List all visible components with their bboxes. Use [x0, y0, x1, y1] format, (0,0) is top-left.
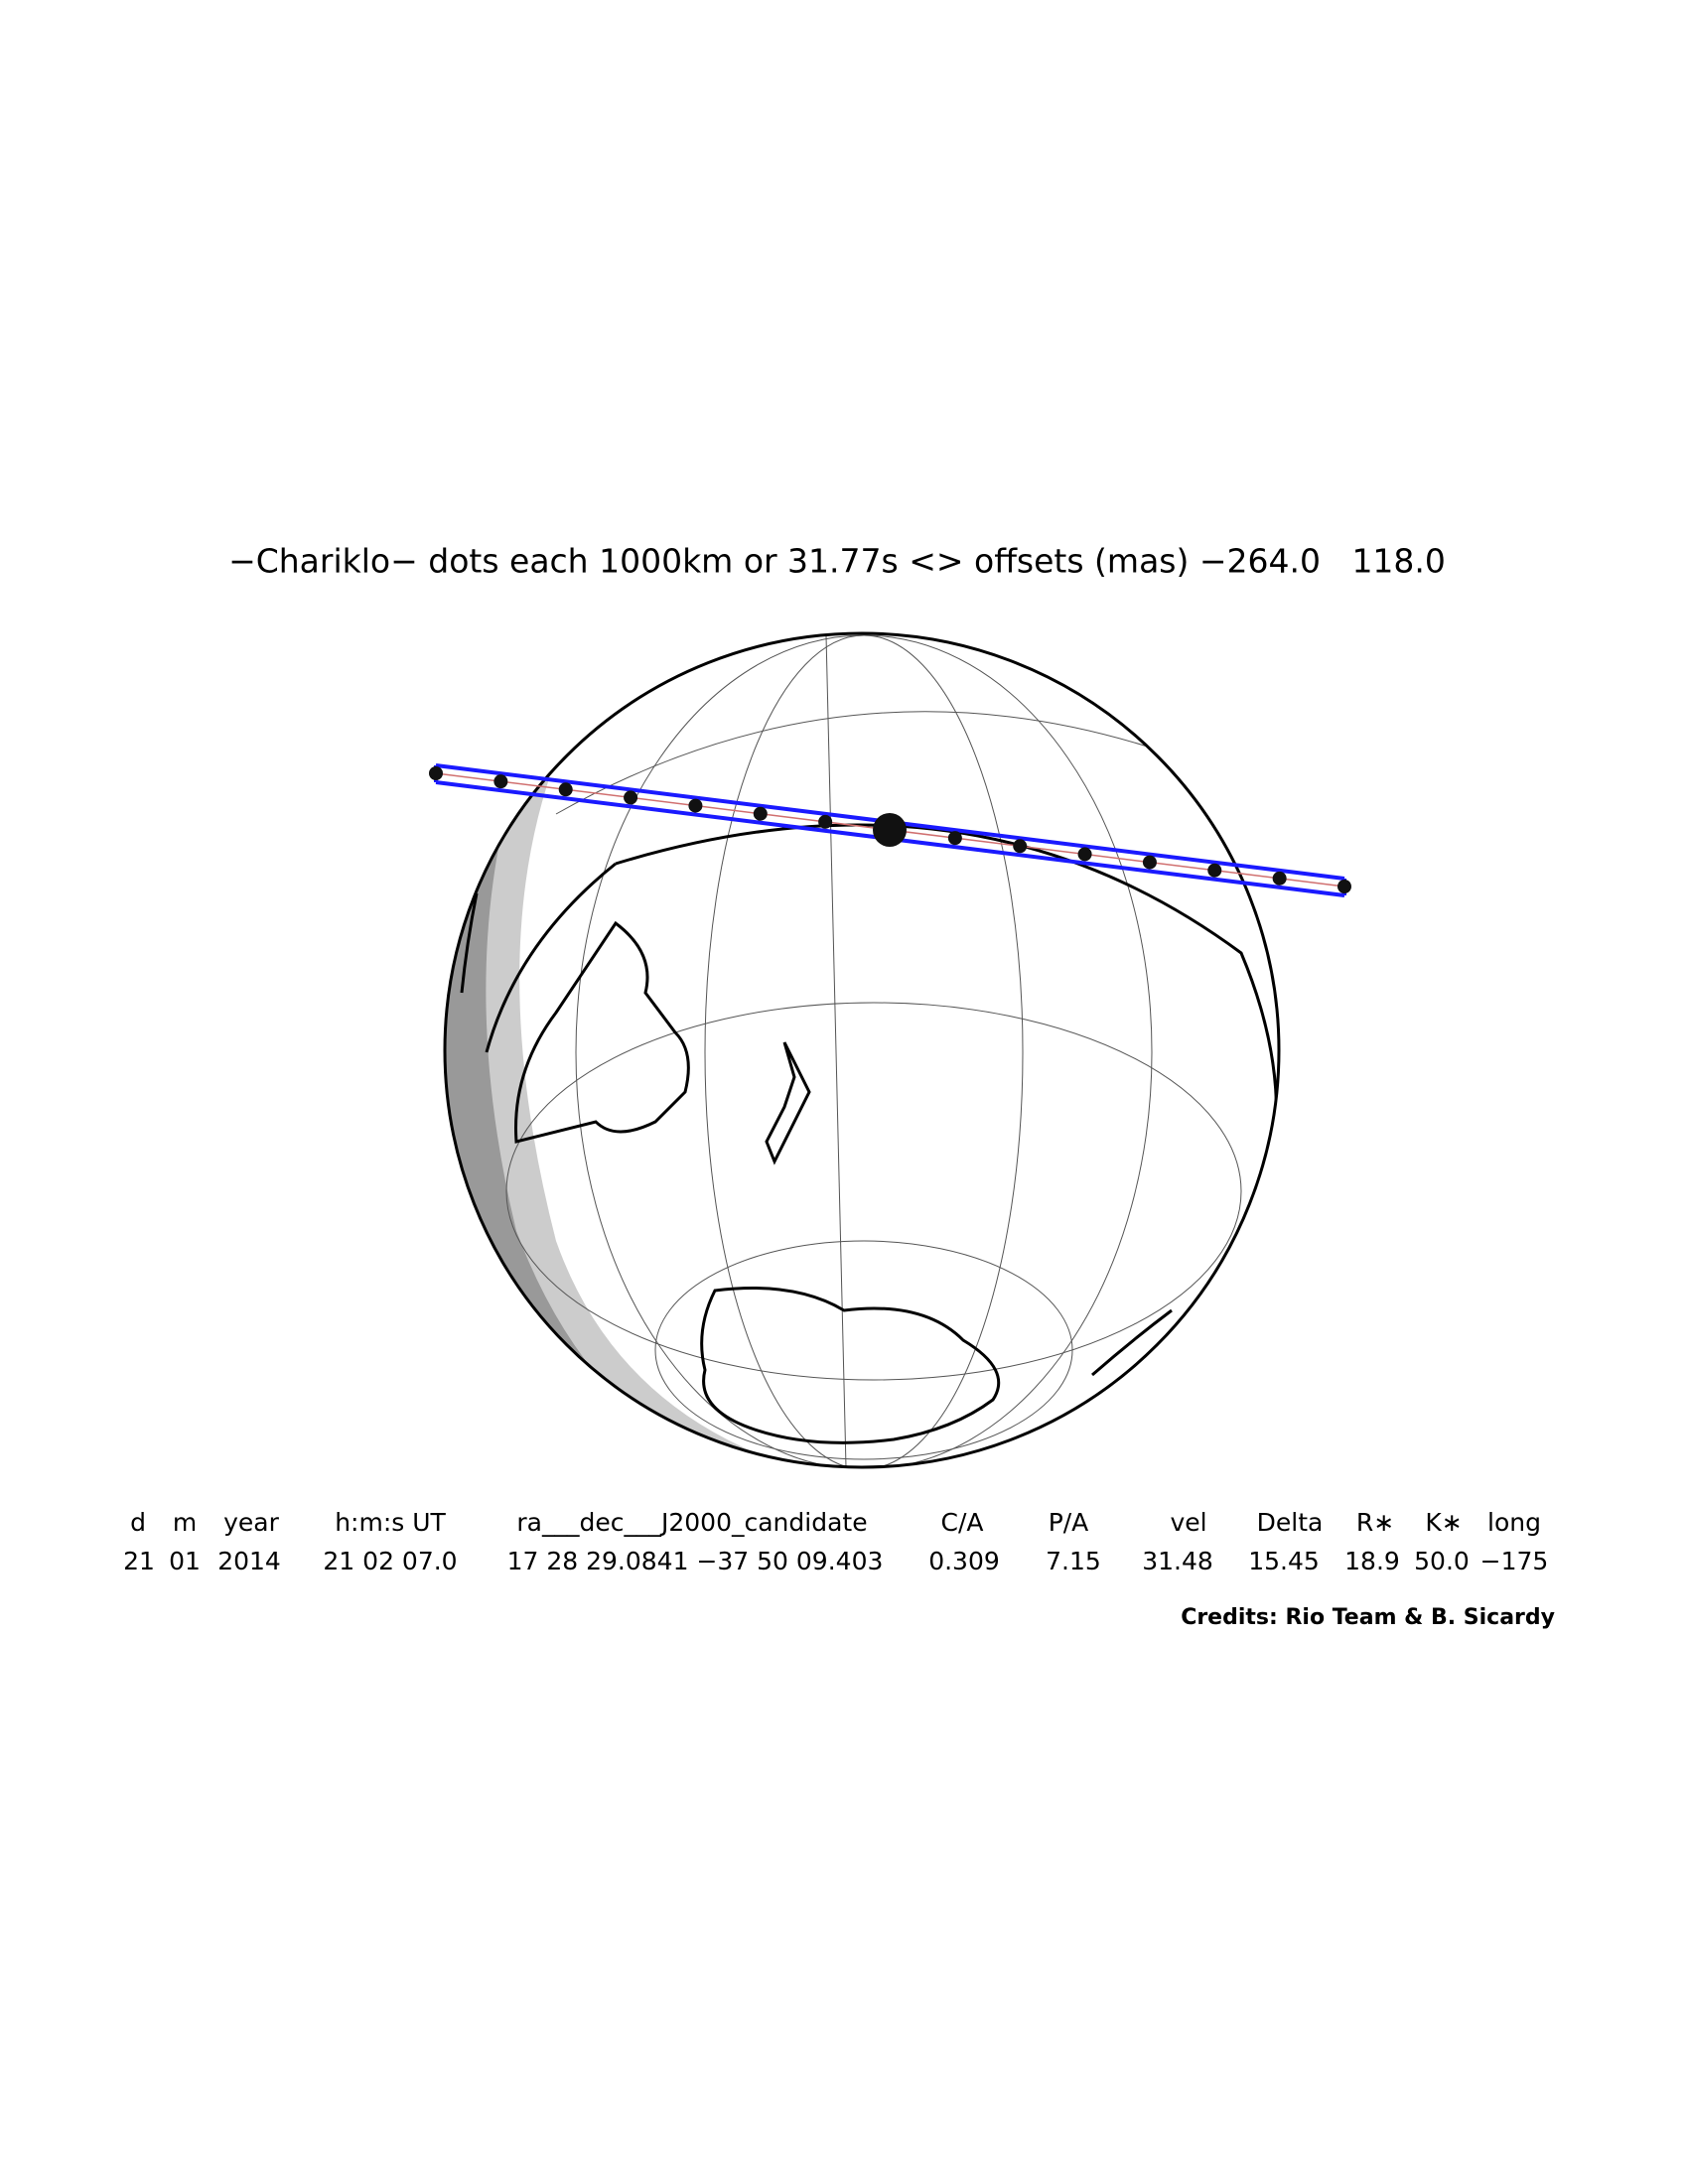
header-cell: R∗: [1356, 1508, 1394, 1537]
header-cell: K∗: [1425, 1508, 1462, 1537]
value-cell: 2014: [217, 1547, 281, 1575]
header-cell: d: [130, 1508, 146, 1537]
path-dot: [947, 831, 962, 846]
path-dot: [1142, 855, 1157, 870]
value-cell: 50.0: [1414, 1547, 1470, 1575]
globe: [443, 631, 1281, 1469]
header-cell: year: [223, 1508, 279, 1537]
value-cell: 01: [169, 1547, 201, 1575]
header-cell: h:m:s UT: [335, 1508, 446, 1537]
path-dot: [1272, 871, 1287, 886]
path-dot: [493, 774, 508, 789]
new-zealand: [765, 1041, 811, 1165]
table-header: d m year h:m:s UT ra___dec___J2000_candidate…: [130, 1508, 1541, 1537]
path-dot: [1013, 839, 1028, 854]
value-cell: 31.48: [1142, 1547, 1213, 1575]
australia: [514, 920, 690, 1144]
path-dot: [429, 766, 443, 780]
value-cell: 7.15: [1046, 1547, 1101, 1575]
value-cell: 21 02 07.0: [323, 1547, 457, 1575]
table-values: 21 01 2014 21 02 07.0 17 28 29.0841 −37 50 0…: [123, 1547, 1548, 1575]
header-cell: P/A: [1049, 1508, 1089, 1537]
path-dot: [688, 798, 703, 813]
value-cell: 18.9: [1344, 1547, 1400, 1575]
header-cell: long: [1487, 1508, 1541, 1537]
header-cell: Delta: [1257, 1508, 1324, 1537]
path-dot: [1077, 847, 1092, 862]
path-dot: [818, 814, 833, 829]
path-dot: [753, 806, 768, 821]
antarctica: [700, 1287, 1001, 1444]
header-cell: m: [173, 1508, 197, 1537]
globe-disc: [445, 633, 1279, 1467]
value-cell: 15.45: [1248, 1547, 1320, 1575]
path-dot: [1207, 863, 1222, 878]
closest-approach-dot: [873, 813, 907, 847]
value-cell: 0.309: [928, 1547, 1000, 1575]
credits: Credits: Rio Team & B. Sicardy: [1181, 1605, 1555, 1630]
value-cell: −175: [1480, 1547, 1549, 1575]
path-dots: [429, 766, 1351, 893]
header-cell: ra___dec___J2000_candidate: [516, 1508, 867, 1537]
title: −Chariklo− dots each 1000km or 31.77s <>…: [228, 542, 1446, 581]
shadow-path: [429, 763, 1351, 897]
path-dot: [624, 790, 638, 805]
path-dot: [1337, 880, 1351, 893]
value-cell: 21: [123, 1547, 155, 1575]
value-cell: 17 28 29.0841 −37 50 09.403: [507, 1547, 884, 1575]
header-cell: C/A: [941, 1508, 984, 1537]
path-dot: [558, 782, 573, 797]
header-cell: vel: [1170, 1508, 1206, 1537]
